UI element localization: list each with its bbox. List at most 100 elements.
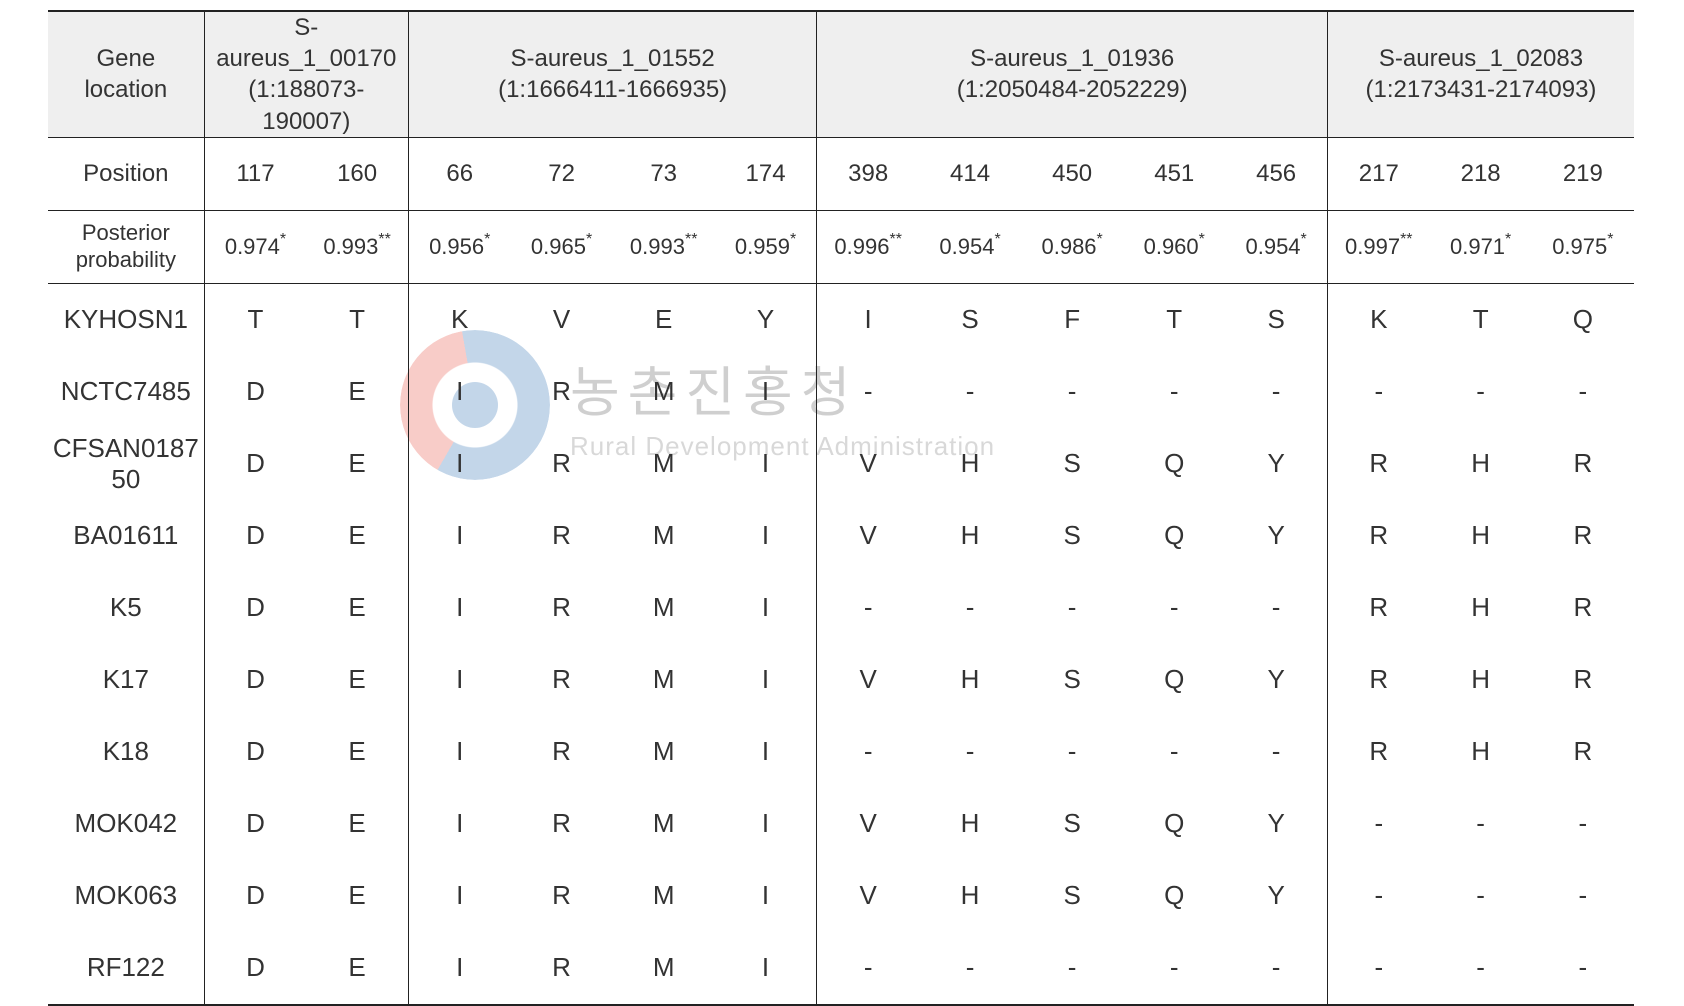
position-cell: 117 (204, 137, 306, 210)
position-cell: 73 (613, 137, 715, 210)
aa-cell: S (1021, 788, 1123, 860)
aa-cell: T (1123, 283, 1225, 356)
posterior-prob-cell: 0.993** (306, 210, 408, 283)
aa-cell: E (306, 428, 408, 500)
aa-cell: V (817, 644, 919, 716)
aa-cell: H (1430, 716, 1532, 788)
aa-cell: D (204, 572, 306, 644)
aa-cell: Y (715, 283, 817, 356)
aa-cell: R (1327, 644, 1429, 716)
posterior-prob-cell: 0.954* (919, 210, 1021, 283)
strain-label: K5 (48, 572, 204, 644)
aa-cell: S (919, 283, 1021, 356)
aa-cell: Q (1123, 788, 1225, 860)
posterior-prob-cell: 0.960* (1123, 210, 1225, 283)
aa-cell: I (408, 356, 510, 428)
aa-cell: I (715, 644, 817, 716)
aa-cell: I (715, 860, 817, 932)
aa-cell: - (1225, 356, 1327, 428)
aa-cell: E (306, 644, 408, 716)
aa-cell: - (1532, 860, 1634, 932)
aa-cell: I (408, 644, 510, 716)
strain-label: K18 (48, 716, 204, 788)
aa-cell: R (1532, 572, 1634, 644)
position-cell: 456 (1225, 137, 1327, 210)
aa-cell: E (306, 788, 408, 860)
aa-cell: - (919, 572, 1021, 644)
aa-cell: - (1327, 932, 1429, 1005)
posterior-prob-cell: 0.956* (408, 210, 510, 283)
aa-cell: I (408, 500, 510, 572)
aa-cell: - (1021, 356, 1123, 428)
aa-cell: R (1327, 572, 1429, 644)
aa-cell: H (1430, 572, 1532, 644)
aa-cell: R (1532, 716, 1634, 788)
aa-cell: R (511, 644, 613, 716)
aa-cell: - (1123, 716, 1225, 788)
aa-cell: S (1021, 644, 1123, 716)
aa-cell: - (817, 716, 919, 788)
aa-cell: D (204, 788, 306, 860)
aa-cell: I (408, 572, 510, 644)
aa-cell: I (715, 356, 817, 428)
aa-cell: E (306, 572, 408, 644)
posterior-prob-cell: 0.954* (1225, 210, 1327, 283)
aa-cell: Y (1225, 788, 1327, 860)
aa-cell: R (511, 572, 613, 644)
aa-cell: - (1430, 788, 1532, 860)
aa-cell: - (1123, 572, 1225, 644)
aa-cell: Y (1225, 428, 1327, 500)
aa-cell: R (511, 716, 613, 788)
aa-cell: I (715, 788, 817, 860)
strain-label: NCTC7485 (48, 356, 204, 428)
aa-cell: E (306, 356, 408, 428)
aa-cell: V (817, 860, 919, 932)
aa-cell: - (817, 572, 919, 644)
aa-cell: - (1021, 716, 1123, 788)
aa-cell: M (613, 860, 715, 932)
aa-cell: R (1532, 500, 1634, 572)
aa-cell: S (1021, 428, 1123, 500)
aa-cell: M (613, 572, 715, 644)
posterior-prob-cell: 0.996** (817, 210, 919, 283)
strain-label: K17 (48, 644, 204, 716)
aa-cell: E (306, 500, 408, 572)
position-cell: 414 (919, 137, 1021, 210)
aa-cell: M (613, 500, 715, 572)
aa-cell: R (511, 356, 613, 428)
aa-cell: - (1532, 356, 1634, 428)
aa-cell: - (1021, 932, 1123, 1005)
aa-cell: M (613, 356, 715, 428)
aa-cell: F (1021, 283, 1123, 356)
position-cell: 72 (511, 137, 613, 210)
strain-label: CFSAN018750 (48, 428, 204, 500)
aa-cell: - (1225, 572, 1327, 644)
aa-cell: R (1532, 644, 1634, 716)
gene-group-header: S-aureus_1_00170(1:188073-190007) (204, 11, 408, 137)
aa-cell: D (204, 356, 306, 428)
aa-cell: - (1430, 356, 1532, 428)
position-cell: 398 (817, 137, 919, 210)
aa-cell: K (1327, 283, 1429, 356)
aa-cell: R (1327, 428, 1429, 500)
aa-cell: - (1123, 356, 1225, 428)
aa-cell: - (919, 356, 1021, 428)
aa-cell: - (1430, 860, 1532, 932)
aa-cell: I (408, 932, 510, 1005)
aa-cell: I (817, 283, 919, 356)
aa-cell: H (919, 860, 1021, 932)
posterior-prob-cell: 0.965* (511, 210, 613, 283)
gene-location-header: Genelocation (48, 11, 204, 137)
aa-cell: D (204, 428, 306, 500)
aa-cell: Y (1225, 644, 1327, 716)
aa-cell: I (408, 716, 510, 788)
aa-cell: V (817, 428, 919, 500)
aa-cell: H (1430, 644, 1532, 716)
aa-cell: M (613, 932, 715, 1005)
posterior-prob-header: Posteriorprobability (48, 210, 204, 283)
aa-cell: R (511, 428, 613, 500)
aa-cell: E (306, 716, 408, 788)
position-cell: 217 (1327, 137, 1429, 210)
strain-label: KYHOSN1 (48, 283, 204, 356)
aa-cell: - (919, 716, 1021, 788)
